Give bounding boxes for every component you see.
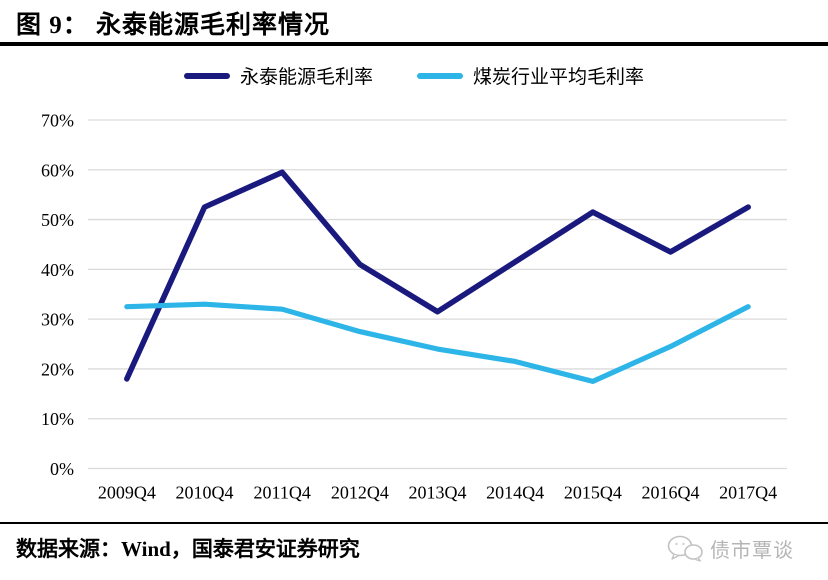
- x-axis-label: 2012Q4: [331, 483, 389, 503]
- y-axis-label: 10%: [41, 409, 74, 429]
- y-axis-label: 60%: [41, 160, 74, 180]
- watermark-text: 债市覃谈: [710, 540, 794, 562]
- data-source-note: 数据来源：Wind，国泰君安证券研究: [16, 537, 360, 561]
- wechat-icon: [667, 535, 703, 562]
- legend-label: 煤炭行业平均毛利率: [473, 67, 645, 88]
- y-axis-label: 50%: [41, 210, 74, 230]
- legend-swatch-navy: [183, 72, 230, 79]
- x-axis-label: 2013Q4: [409, 483, 467, 503]
- legend-swatch-cyan: [417, 72, 463, 79]
- x-axis-label: 2015Q4: [564, 483, 622, 503]
- x-axis-label: 2009Q4: [98, 483, 156, 503]
- y-axis-label: 20%: [41, 359, 74, 379]
- page-title: 图 9： 永泰能源毛利率情况: [16, 12, 331, 39]
- legend-item-industry: 煤炭行业平均毛利率: [417, 62, 644, 89]
- y-axis-label: 30%: [41, 310, 74, 330]
- y-axis-label: 40%: [41, 260, 74, 280]
- footer-divider: [0, 522, 828, 524]
- y-axis-label: 70%: [41, 111, 74, 131]
- x-axis-label: 2016Q4: [642, 483, 700, 503]
- x-axis-label: 2011Q4: [253, 483, 310, 503]
- series-line-industry-average: [124, 301, 751, 384]
- legend-label: 永泰能源毛利率: [239, 67, 373, 88]
- y-axis-label: 0%: [50, 459, 74, 479]
- title-divider: [0, 42, 828, 46]
- x-axis-label: 2010Q4: [176, 483, 234, 503]
- x-axis-label: 2014Q4: [486, 483, 544, 503]
- series-line-yongtai: [124, 169, 751, 382]
- legend-item-yongtai: 永泰能源毛利率: [183, 62, 373, 89]
- watermark: 债市覃谈: [667, 534, 794, 563]
- chart-legend: 永泰能源毛利率 煤炭行业平均毛利率: [0, 62, 828, 89]
- x-axis-label: 2017Q4: [719, 483, 777, 503]
